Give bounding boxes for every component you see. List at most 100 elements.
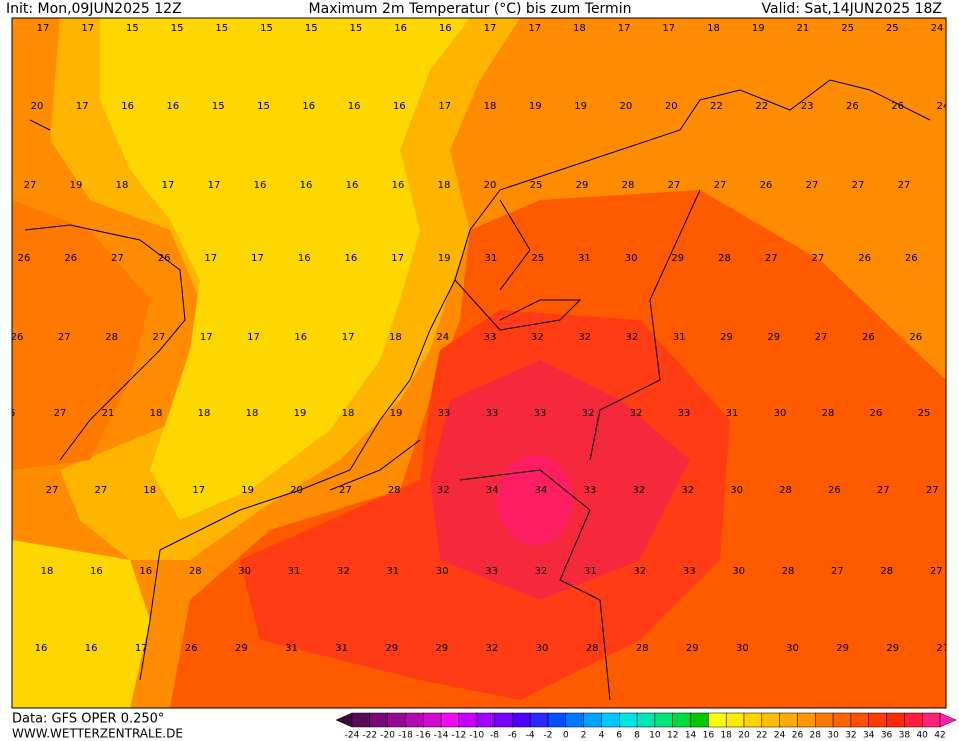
colorbar-tick-label: -24 <box>345 731 360 741</box>
temperature-value: 27 <box>930 566 943 577</box>
temperature-value: 27 <box>765 253 778 264</box>
temperature-value: 27 <box>339 485 352 496</box>
temperature-value: 31 <box>485 253 498 264</box>
colorbar-tick-label: -20 <box>380 731 395 741</box>
temperature-value: 29 <box>836 643 849 654</box>
temperature-value: 27 <box>714 180 727 191</box>
temperature-value: 26 <box>909 332 922 343</box>
temperature-value: 32 <box>578 332 591 343</box>
temperature-value: 33 <box>683 566 696 577</box>
cool-zone <box>100 18 470 520</box>
temperature-value: 18 <box>41 566 54 577</box>
temperature-value: 18 <box>246 408 259 419</box>
temperature-value: 32 <box>486 643 499 654</box>
colorbar-box <box>708 712 727 728</box>
temperature-value: 21 <box>102 408 115 419</box>
temperature-value: 28 <box>636 643 649 654</box>
colorbar-box <box>921 712 941 728</box>
temperature-value: 17 <box>391 253 404 264</box>
temperature-value: 30 <box>736 643 749 654</box>
temperature-value: 26 <box>905 253 918 264</box>
temperature-value: 16 <box>121 101 134 112</box>
temperature-value: 16 <box>346 180 359 191</box>
temperature-value: 16 <box>348 101 361 112</box>
colorbar-tick-label: 12 <box>667 731 678 741</box>
temperature-value: 6 <box>9 408 15 419</box>
colorbar-box <box>815 712 834 728</box>
temperature-value: 27 <box>153 332 166 343</box>
temperature-value: 30 <box>536 643 549 654</box>
temperature-value: 25 <box>530 180 543 191</box>
temperature-value: 27 <box>95 485 108 496</box>
colorbar-arrow <box>939 712 957 728</box>
colorbar-tick-label: -16 <box>416 731 431 741</box>
temperature-value: 31 <box>584 566 597 577</box>
temperature-value: 29 <box>576 180 589 191</box>
temperature-value: 19 <box>752 23 765 34</box>
temperature-value: 18 <box>116 180 129 191</box>
colorbar-box <box>405 712 424 728</box>
colorbar-tick-label: -2 <box>544 731 553 741</box>
temperature-value: 18 <box>573 23 586 34</box>
temperature-value: 25 <box>886 23 899 34</box>
temperature-value: 18 <box>438 180 451 191</box>
temperature-value: 25 <box>841 23 854 34</box>
colorbar-box <box>654 712 673 728</box>
temperature-value: 32 <box>633 566 646 577</box>
temperature-value: 16 <box>139 566 152 577</box>
temperature-value: 28 <box>880 566 893 577</box>
colorbar-tick-label: 16 <box>703 731 715 741</box>
colorbar-box <box>512 712 531 728</box>
temperature-value: 20 <box>290 485 303 496</box>
temperature-value: 34 <box>535 485 548 496</box>
colorbar-tick-label: -14 <box>434 731 449 741</box>
colorbar-tick-label: 4 <box>599 731 605 741</box>
map-frame <box>11 17 947 709</box>
colorbar-tick-label: 24 <box>774 731 786 741</box>
colorbar-box <box>636 712 656 728</box>
temperature-value: 32 <box>626 332 639 343</box>
colorbar-box <box>351 712 371 728</box>
temperature-value: 19 <box>241 485 254 496</box>
temperature-value: 15 <box>260 23 273 34</box>
colorbar-box <box>797 712 816 728</box>
colorbar-box <box>440 712 460 728</box>
temperature-value: 32 <box>632 485 645 496</box>
temperature-value: 16 <box>345 253 358 264</box>
temperature-value: 24 <box>937 101 950 112</box>
temperature-value: 16 <box>35 643 48 654</box>
temperature-value: 31 <box>386 566 399 577</box>
temperature-value: 31 <box>285 643 298 654</box>
temperature-value: 26 <box>11 332 24 343</box>
temperature-value: 27 <box>668 180 681 191</box>
temperature-value: 27 <box>831 566 844 577</box>
temperature-value: 16 <box>298 253 311 264</box>
colorbar-box <box>529 712 549 728</box>
warm-zone <box>12 200 150 470</box>
temperature-value: 25 <box>531 253 544 264</box>
temperature-value: 28 <box>189 566 202 577</box>
map-title: Maximum 2m Temperatur (°C) bis zum Termi… <box>309 1 632 17</box>
temperature-value: 27 <box>812 253 825 264</box>
colorbar-tick-label: 8 <box>634 731 640 741</box>
temperature-value: 33 <box>486 408 499 419</box>
colorbar-tick-label: 22 <box>756 731 767 741</box>
temperature-value: 17 <box>618 23 631 34</box>
colorbar-box <box>565 712 584 728</box>
temperature-value: 30 <box>238 566 251 577</box>
temperature-value: 28 <box>822 408 835 419</box>
colorbar-box <box>886 712 905 728</box>
temperature-value: 27 <box>852 180 865 191</box>
colorbar-tick-label: 28 <box>810 731 822 741</box>
temperature-value: 28 <box>779 485 792 496</box>
temperature-value: 18 <box>484 101 497 112</box>
temperature-value: 17 <box>662 23 675 34</box>
temperature-value: 29 <box>767 332 780 343</box>
temperature-value: 30 <box>732 566 745 577</box>
temperature-value: 26 <box>158 253 171 264</box>
temperature-value: 27 <box>926 485 939 496</box>
temperature-value: 33 <box>485 566 498 577</box>
temperature-value: 29 <box>385 643 398 654</box>
colorbar-box <box>761 712 780 728</box>
